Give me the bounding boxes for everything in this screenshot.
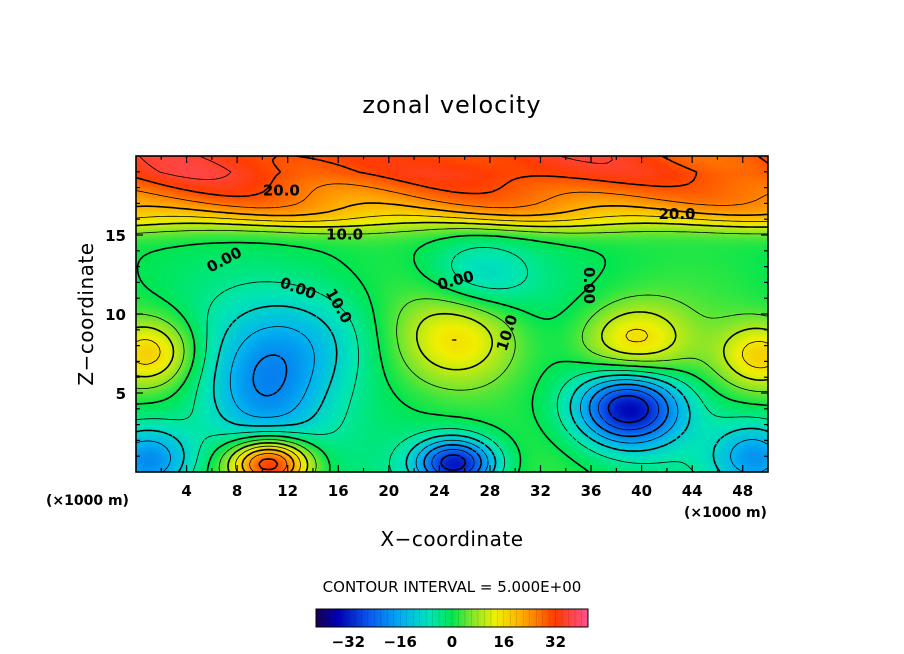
x-axis-label: X−coordinate	[380, 527, 523, 551]
x-tick-label: 40	[631, 482, 652, 500]
x-tick-label: 12	[277, 482, 298, 500]
colorbar-tick-labels: −32 −16 0 16 32	[332, 633, 566, 651]
x-tick-label: 24	[429, 482, 450, 500]
x-tick-label: 4	[181, 482, 191, 500]
colorbar-frame	[315, 608, 589, 628]
colorbar-tick-label: 0	[447, 633, 457, 651]
x-tick-label: 48	[732, 482, 753, 500]
contour-line	[431, 389, 660, 472]
contour-line	[136, 156, 768, 471]
contour-line	[136, 305, 768, 472]
chart-title: zonal velocity	[362, 91, 541, 119]
x-tick-label: 36	[581, 482, 602, 500]
contour-interval-note: CONTOUR INTERVAL = 5.000E+00	[323, 578, 582, 596]
x-tick-label: 8	[232, 482, 242, 500]
contour-line	[136, 183, 768, 472]
tick-marks	[136, 156, 768, 472]
y-tick-labels: 5 10 15	[105, 227, 126, 403]
y-axis-label: Z−coordinate	[74, 242, 98, 385]
contour-line	[252, 354, 669, 472]
x-tick-label: 28	[479, 482, 500, 500]
contour-line	[440, 394, 650, 471]
x-tick-labels: 4 8 12 16 20 24 28 32 36 40 44 48	[181, 482, 753, 500]
contour-line	[136, 247, 768, 472]
colorbar-bands	[322, 609, 582, 627]
x-tick-label: 32	[530, 482, 551, 500]
contour-label: 20.0	[658, 205, 695, 223]
x-tick-label: 16	[328, 482, 349, 500]
colorbar-gradient	[316, 609, 588, 627]
x-tick-label: 20	[378, 482, 399, 500]
y-tick-label: 5	[116, 385, 126, 403]
contour-label: 20.0	[263, 181, 300, 199]
contour-line	[136, 214, 768, 472]
colorbar: −32 −16 0 16 32	[315, 608, 589, 651]
z-unit-note: (×1000 m)	[46, 493, 129, 509]
x-tick-label: 44	[682, 482, 703, 500]
colorbar-tick-label: 16	[493, 633, 514, 651]
y-tick-label: 10	[105, 306, 126, 324]
contour-line	[136, 221, 768, 472]
contour-line	[136, 202, 768, 472]
contour-lines	[136, 156, 768, 472]
x-unit-note: (×1000 m)	[684, 505, 767, 521]
colorbar-tick-label: −32	[332, 633, 365, 651]
contour-label: 10.0	[326, 226, 363, 244]
colorbar-tick-label: 32	[545, 633, 566, 651]
contour-line	[136, 234, 768, 472]
contour-line	[136, 326, 768, 472]
contour-label: 0.00	[580, 267, 598, 304]
y-tick-label: 15	[105, 227, 126, 245]
colorbar-tick-label: −16	[383, 633, 416, 651]
